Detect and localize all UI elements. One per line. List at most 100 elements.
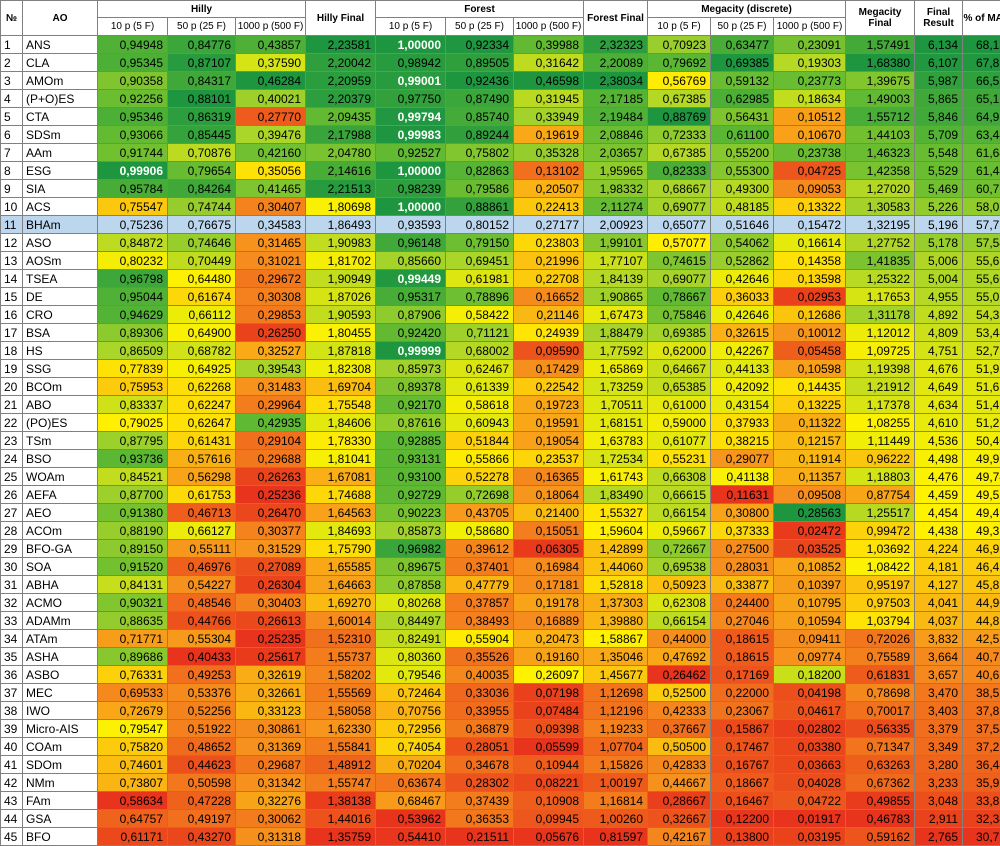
cell-ao[interactable]: BCOm (23, 378, 98, 396)
cell-megacity-1000[interactable]: 0,13225 (774, 396, 846, 414)
cell-megacity-50[interactable]: 0,33877 (711, 576, 774, 594)
cell-hilly-10[interactable]: 0,96798 (98, 270, 168, 288)
cell-megacity-1000[interactable]: 0,04198 (774, 684, 846, 702)
cell-forest-1000[interactable]: 0,10908 (514, 792, 584, 810)
cell-forest-final[interactable]: 1,55327 (584, 504, 648, 522)
cell-megacity-10[interactable]: 0,74615 (648, 252, 711, 270)
cell-megacity-final[interactable]: 1,25322 (846, 270, 915, 288)
cell-megacity-50[interactable]: 0,17169 (711, 666, 774, 684)
cell-hilly-10[interactable]: 0,90321 (98, 594, 168, 612)
cell-forest-50[interactable]: 0,21511 (446, 828, 514, 846)
cell-megacity-10[interactable]: 0,79692 (648, 54, 711, 72)
cell-forest-final[interactable]: 1,77592 (584, 342, 648, 360)
cell-megacity-final[interactable]: 0,78698 (846, 684, 915, 702)
cell-forest-10[interactable]: 0,87858 (376, 576, 446, 594)
cell-final-result[interactable]: 3,664 (915, 648, 963, 666)
cell-forest-final[interactable]: 1,52818 (584, 576, 648, 594)
cell-forest-50[interactable]: 0,58680 (446, 522, 514, 540)
cell-hilly-50[interactable]: 0,48652 (168, 738, 236, 756)
cell-megacity-50[interactable]: 0,42267 (711, 342, 774, 360)
cell-megacity-1000[interactable]: 0,10598 (774, 360, 846, 378)
cell-forest-50[interactable]: 0,28051 (446, 738, 514, 756)
cell-forest-1000[interactable]: 0,05599 (514, 738, 584, 756)
cell-megacity-final[interactable]: 1,17378 (846, 396, 915, 414)
cell-forest-50[interactable]: 0,88861 (446, 198, 514, 216)
cell-megacity-final[interactable]: 1,18803 (846, 468, 915, 486)
cell-final-result[interactable]: 4,634 (915, 396, 963, 414)
cell-hilly-final[interactable]: 1,78330 (306, 432, 376, 450)
cell-forest-50[interactable]: 0,92436 (446, 72, 514, 90)
cell-final-result[interactable]: 3,048 (915, 792, 963, 810)
cell-forest-final[interactable]: 2,20089 (584, 54, 648, 72)
cell-hilly-50[interactable]: 0,79654 (168, 162, 236, 180)
cell-pct-max[interactable]: 64,96 (963, 108, 1000, 126)
cell-hilly-10[interactable]: 0,83337 (98, 396, 168, 414)
cell-ao[interactable]: SDSm (23, 126, 98, 144)
cell-hilly-10[interactable]: 0,88635 (98, 612, 168, 630)
cell-forest-10[interactable]: 0,99001 (376, 72, 446, 90)
cell-megacity-50[interactable]: 0,18615 (711, 648, 774, 666)
cell-forest-1000[interactable]: 0,21400 (514, 504, 584, 522)
cell-ao[interactable]: FAm (23, 792, 98, 810)
cell-hilly-50[interactable]: 0,70876 (168, 144, 236, 162)
cell-hilly-10[interactable]: 0,86509 (98, 342, 168, 360)
cell-forest-10[interactable]: 0,92885 (376, 432, 446, 450)
cell-ao[interactable]: ANS (23, 36, 98, 54)
cell-forest-10[interactable]: 1,00000 (376, 36, 446, 54)
cell-final-result[interactable]: 3,657 (915, 666, 963, 684)
cell-pct-max[interactable]: 37,21 (963, 738, 1000, 756)
cell-pct-max[interactable]: 53,44 (963, 324, 1000, 342)
cell-megacity-10[interactable]: 0,37667 (648, 720, 711, 738)
cell-final-result[interactable]: 4,649 (915, 378, 963, 396)
cell-hilly-final[interactable]: 1,35759 (306, 828, 376, 846)
cell-final-result[interactable]: 6,107 (915, 54, 963, 72)
cell-megacity-50[interactable]: 0,56431 (711, 108, 774, 126)
cell-hilly-10[interactable]: 0,75820 (98, 738, 168, 756)
cell-forest-10[interactable]: 0,99794 (376, 108, 446, 126)
cell-ao[interactable]: SSG (23, 360, 98, 378)
cell-megacity-10[interactable]: 0,44000 (648, 630, 711, 648)
cell-pct-max[interactable]: 67,86 (963, 54, 1000, 72)
cell-hilly-50[interactable]: 0,61674 (168, 288, 236, 306)
cell-forest-final[interactable]: 1,19233 (584, 720, 648, 738)
cell-hilly-final[interactable]: 1,86493 (306, 216, 376, 234)
cell-hilly-10[interactable]: 0,58634 (98, 792, 168, 810)
cell-hilly-final[interactable]: 1,67081 (306, 468, 376, 486)
cell-megacity-final[interactable]: 1,49003 (846, 90, 915, 108)
cell-forest-10[interactable]: 0,80360 (376, 648, 446, 666)
cell-num[interactable]: 21 (1, 396, 23, 414)
cell-hilly-final[interactable]: 1,55737 (306, 648, 376, 666)
cell-megacity-1000[interactable]: 0,10512 (774, 108, 846, 126)
cell-forest-final[interactable]: 1,72534 (584, 450, 648, 468)
cell-forest-10[interactable]: 0,93593 (376, 216, 446, 234)
cell-num[interactable]: 24 (1, 450, 23, 468)
cell-megacity-50[interactable]: 0,69385 (711, 54, 774, 72)
cell-final-result[interactable]: 6,134 (915, 36, 963, 54)
cell-pct-max[interactable]: 33,87 (963, 792, 1000, 810)
cell-hilly-10[interactable]: 0,80232 (98, 252, 168, 270)
cell-forest-10[interactable]: 0,53962 (376, 810, 446, 828)
cell-megacity-10[interactable]: 0,32667 (648, 810, 711, 828)
cell-final-result[interactable]: 5,846 (915, 108, 963, 126)
cell-final-result[interactable]: 5,548 (915, 144, 963, 162)
cell-num[interactable]: 41 (1, 756, 23, 774)
cell-hilly-50[interactable]: 0,48546 (168, 594, 236, 612)
cell-megacity-10[interactable]: 0,72667 (648, 540, 711, 558)
cell-megacity-1000[interactable]: 0,02802 (774, 720, 846, 738)
cell-megacity-50[interactable]: 0,22000 (711, 684, 774, 702)
cell-forest-final[interactable]: 2,32323 (584, 36, 648, 54)
cell-megacity-10[interactable]: 0,78667 (648, 288, 711, 306)
cell-hilly-10[interactable]: 0,61171 (98, 828, 168, 846)
cell-forest-final[interactable]: 1,67473 (584, 306, 648, 324)
cell-megacity-final[interactable]: 1,21912 (846, 378, 915, 396)
cell-ao[interactable]: SIA (23, 180, 98, 198)
cell-hilly-50[interactable]: 0,43270 (168, 828, 236, 846)
cell-hilly-1000[interactable]: 0,29853 (236, 306, 306, 324)
cell-forest-final[interactable]: 2,11274 (584, 198, 648, 216)
